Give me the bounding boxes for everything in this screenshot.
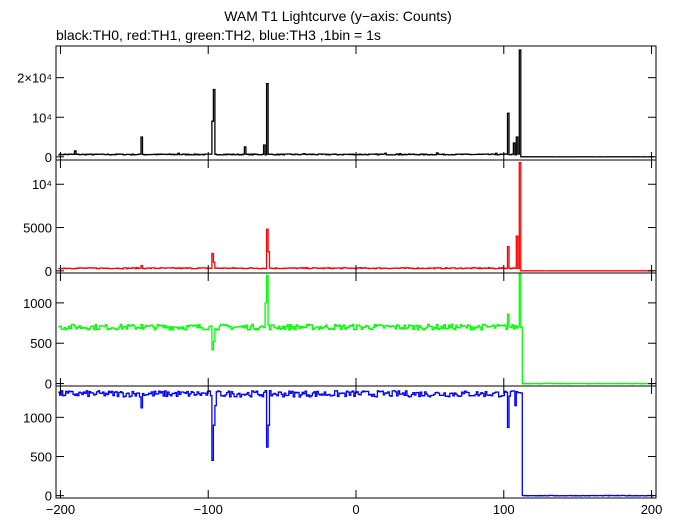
- y-tick-label: 0: [45, 150, 52, 165]
- x-tick-label: 100: [493, 502, 515, 515]
- x-tick-label: 200: [641, 502, 663, 515]
- series-line-th3: [58, 390, 654, 497]
- panel-frame-th3: [55, 385, 657, 499]
- series-line-th0: [58, 49, 654, 158]
- y-tick-label: 5000: [23, 221, 52, 236]
- y-tick-label: 500: [30, 449, 52, 464]
- x-tick-label: −200: [46, 502, 75, 515]
- y-tick-label: 1000: [23, 410, 52, 425]
- series-line-th2: [58, 273, 654, 385]
- x-tick-label: −100: [194, 502, 223, 515]
- y-tick-label: 0: [45, 377, 52, 392]
- y-tick-label: 0: [45, 489, 52, 504]
- y-tick-label: 2×10⁴: [17, 71, 52, 86]
- panel-frame-th0: [55, 45, 657, 161]
- panel-frame-th1: [55, 159, 657, 274]
- x-tick-label: 0: [352, 502, 359, 515]
- chart-title: WAM T1 Lightcurve (y−axis: Counts): [224, 8, 452, 24]
- y-tick-label: 0: [45, 264, 52, 279]
- y-tick-label: 10⁴: [32, 110, 52, 125]
- y-tick-label: 10⁴: [32, 177, 52, 192]
- series-line-th1: [58, 161, 654, 272]
- chart-subtitle: black:TH0, red:TH1, green:TH2, blue:TH3 …: [56, 27, 381, 43]
- y-tick-label: 1000: [23, 296, 52, 311]
- y-tick-label: 500: [30, 336, 52, 351]
